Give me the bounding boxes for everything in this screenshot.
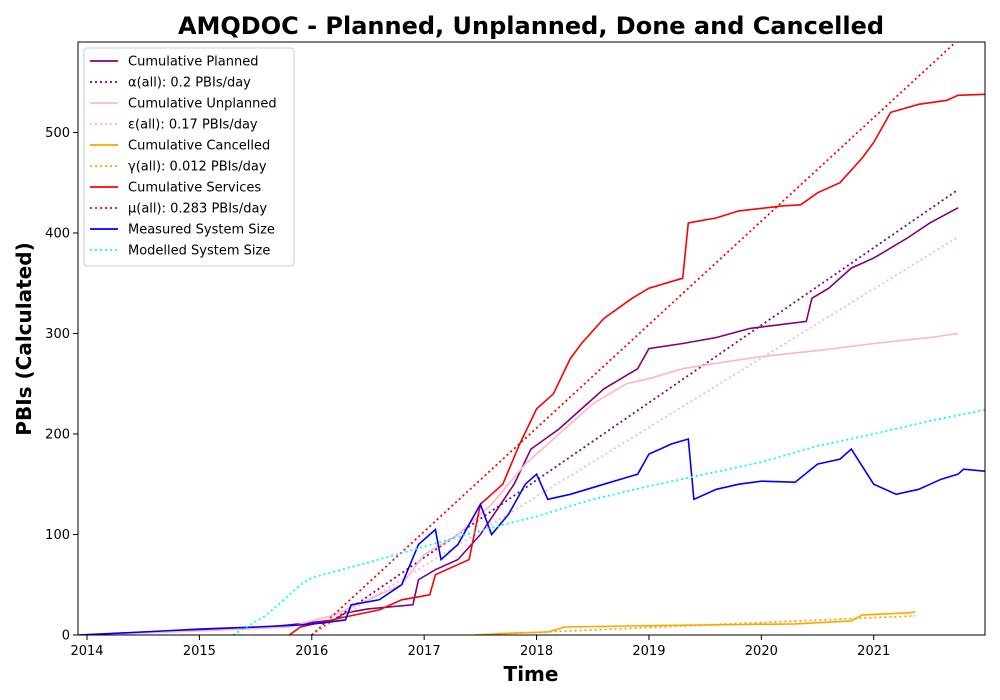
x-tick-label: 2015 — [183, 644, 216, 659]
x-tick-label: 2014 — [70, 644, 103, 659]
legend-entry: μ(all): 0.283 PBIs/day — [128, 202, 267, 217]
y-axis-label: PBIs (Calculated) — [12, 242, 36, 435]
y-tick-label: 500 — [45, 126, 70, 141]
legend-entry: Cumulative Cancelled — [128, 139, 270, 154]
series-line-cumulative-services — [288, 93, 985, 635]
y-tick-label: 200 — [45, 427, 70, 442]
legend-entry: Measured System Size — [128, 223, 275, 238]
x-tick-label: 2018 — [520, 644, 553, 659]
legend-entry: α(all): 0.2 PBIs/day — [128, 76, 251, 91]
legend-box — [83, 47, 295, 267]
legend-entry: Cumulative Unplanned — [128, 97, 277, 112]
x-tick-label: 2021 — [857, 644, 890, 659]
series-line-all-0-283-pbis-day — [311, 42, 958, 635]
legend-entry: ε(all): 0.17 PBIs/day — [128, 118, 258, 133]
series-line-modelled-system-size — [232, 409, 985, 635]
x-tick-label: 2016 — [295, 644, 328, 659]
series-line-measured-system-size — [78, 437, 985, 635]
legend-entry: γ(all): 0.012 PBIs/day — [128, 160, 267, 175]
y-tick-label: 400 — [45, 226, 70, 241]
x-axis-label: Time — [504, 662, 559, 686]
legend-entry: Cumulative Planned — [128, 55, 258, 70]
y-tick-label: 300 — [45, 327, 70, 342]
y-tick-label: 100 — [45, 528, 70, 543]
x-tick-label: 2020 — [745, 644, 778, 659]
x-tick-label: 2019 — [632, 644, 665, 659]
legend-entry: Cumulative Services — [128, 181, 261, 196]
chart-title: AMQDOC - Planned, Unplanned, Done and Ca… — [178, 12, 884, 40]
series-line-all-0-012-pbis-day — [474, 615, 916, 635]
plot-frame — [77, 41, 986, 636]
series-line-cumulative-unplanned — [86, 332, 959, 635]
legend: Cumulative Planned α(all): 0.2 PBIs/day Cu… — [83, 47, 295, 267]
legend-entry: Modelled System Size — [128, 244, 270, 259]
axis-ticks: 2014 2015 2016 2017 2018 2019 2020 2021 0 100 200 3… — [45, 126, 890, 659]
plot-area — [78, 42, 985, 635]
series-line-all-0-17-pbis-day — [311, 236, 959, 635]
x-tick-label: 2017 — [408, 644, 441, 659]
y-tick-label: 0 — [62, 629, 70, 644]
